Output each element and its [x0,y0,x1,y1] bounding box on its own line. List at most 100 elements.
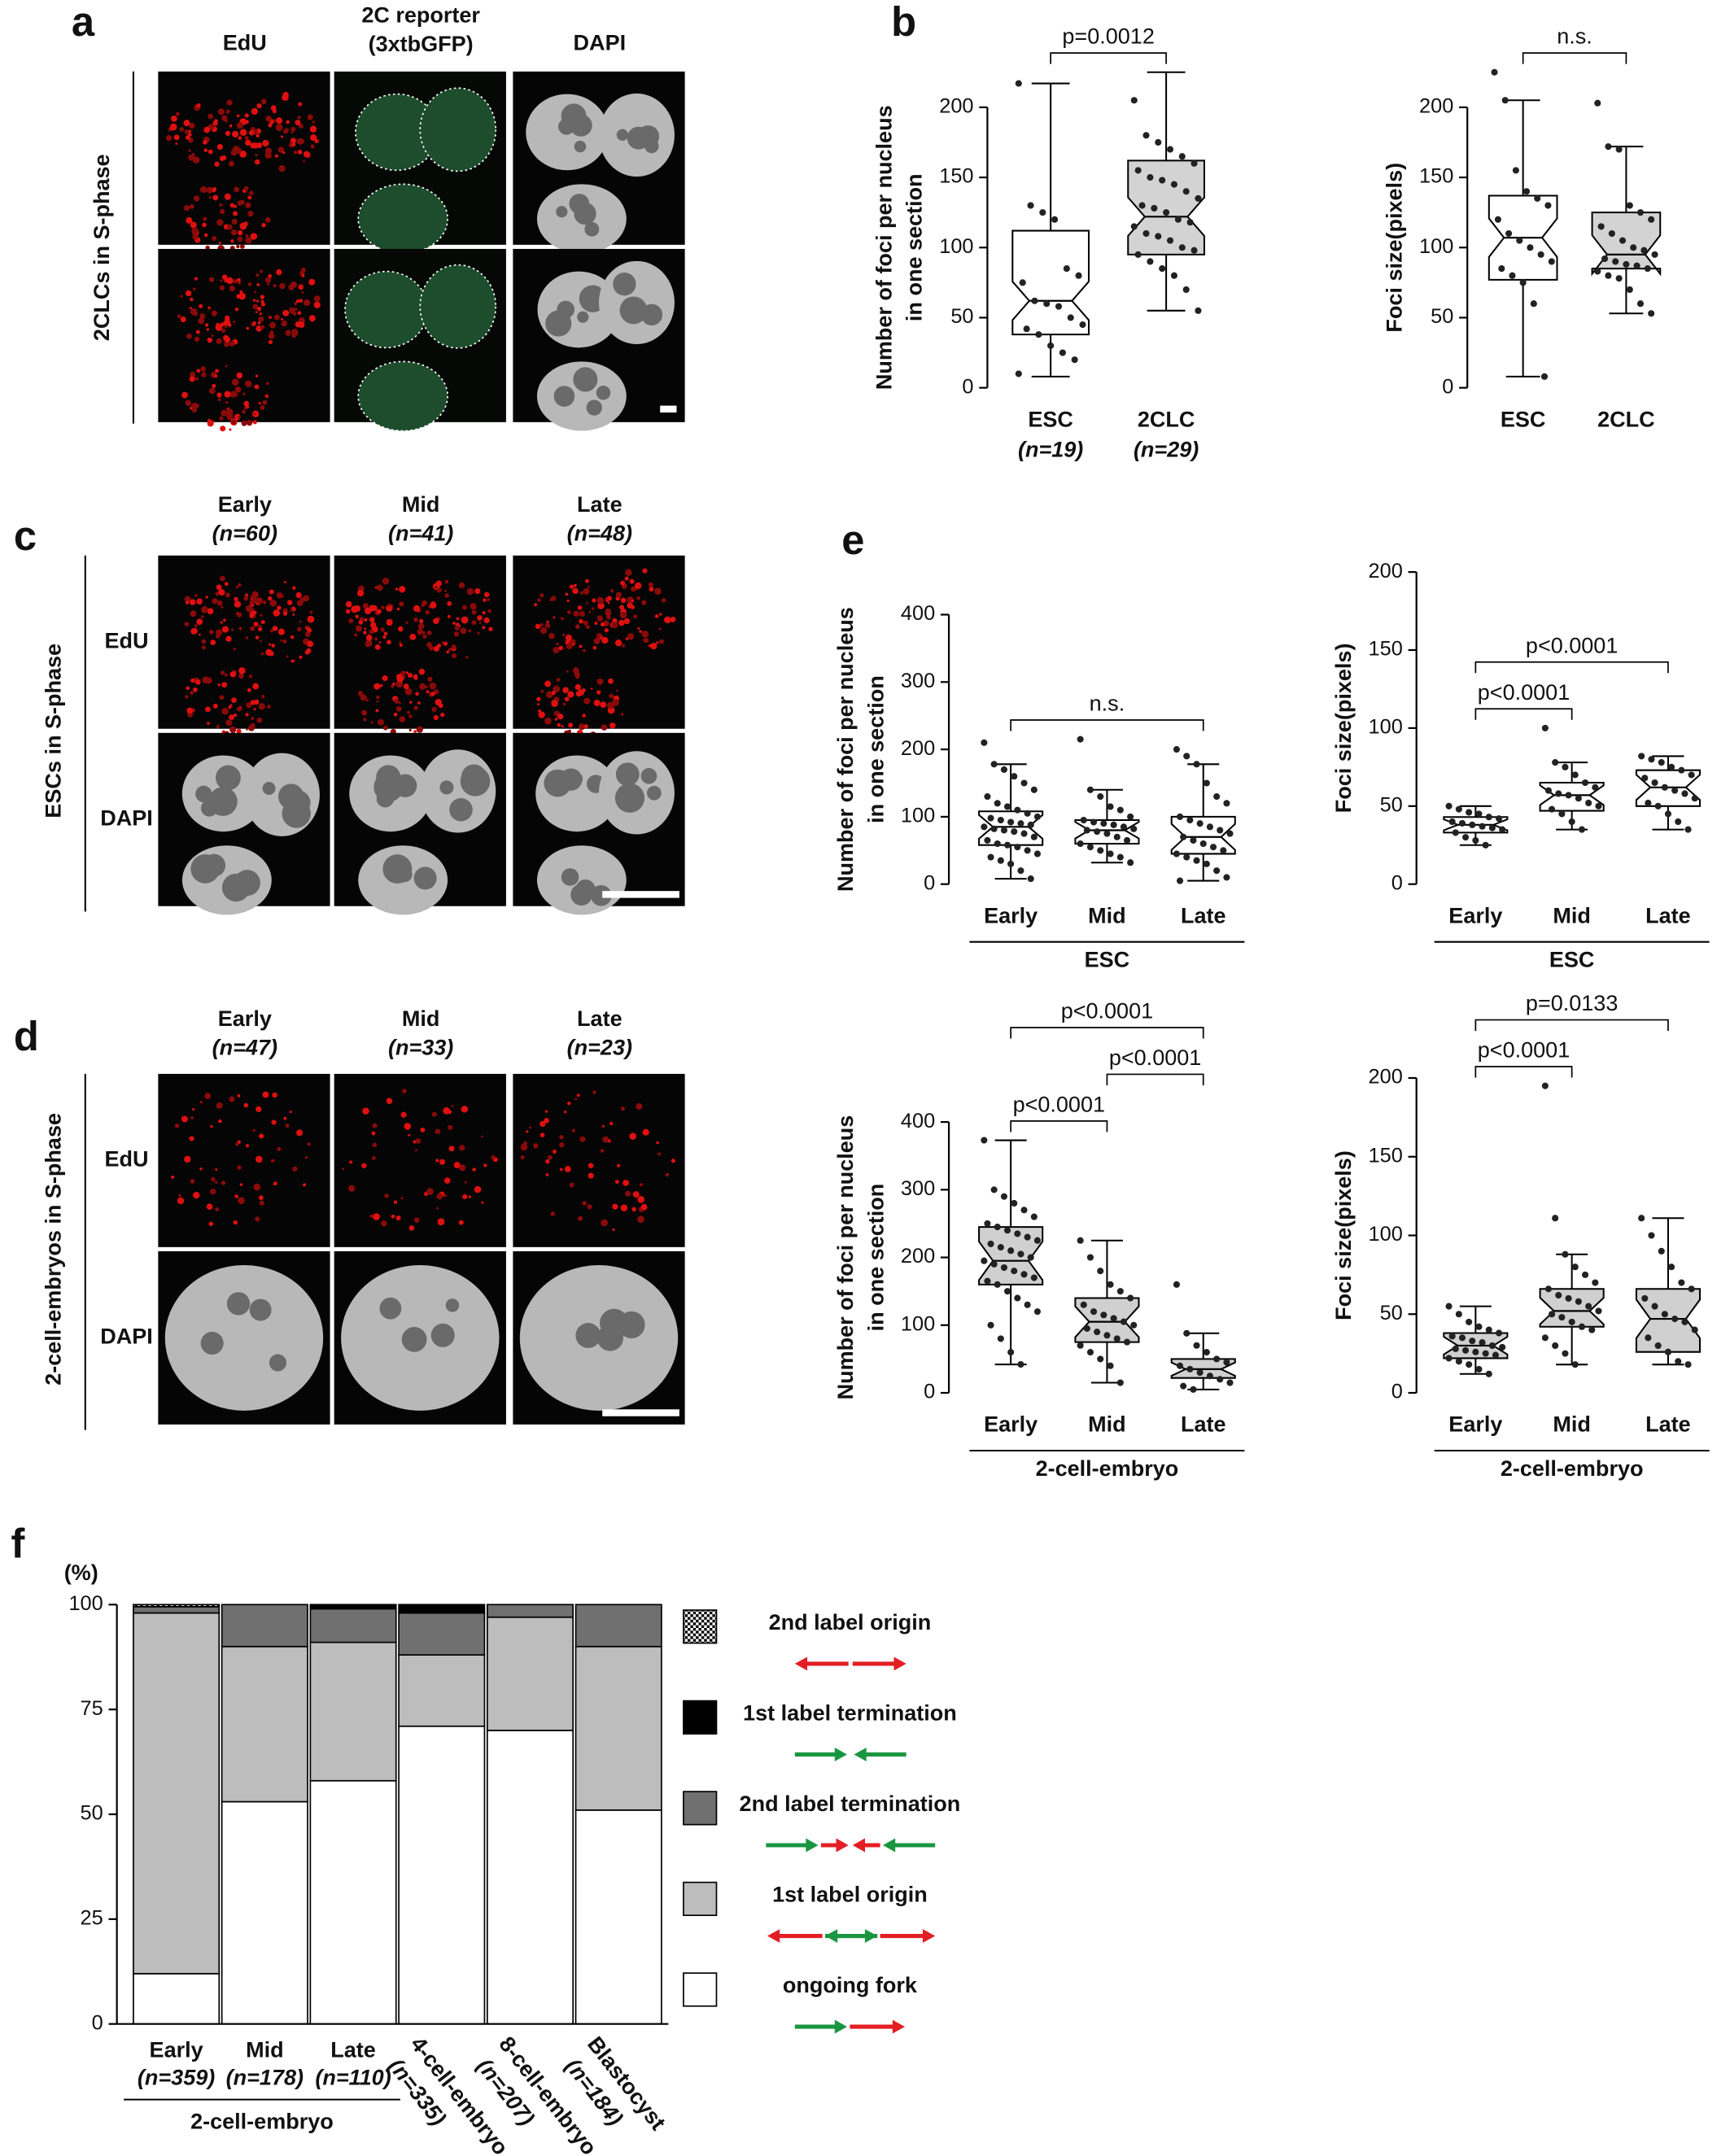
foci [268,333,275,339]
column-count: (n=48) [567,522,632,546]
foci [292,586,296,590]
foci [291,659,295,663]
foci [184,622,190,626]
nucleolus [586,399,602,416]
foci [578,1215,583,1221]
data-point [1498,265,1505,273]
foci [248,190,254,196]
foci [231,231,235,235]
data-point [1555,1291,1562,1299]
data-point [1182,188,1190,195]
data-point [1595,802,1602,810]
foci [394,699,400,705]
foci [399,644,403,648]
foci [256,133,260,138]
foci [408,714,413,718]
data-point [1178,244,1186,251]
foci [245,604,253,613]
foci [260,269,263,273]
y-tick-label: 200 [939,95,973,118]
column-title: Late [577,492,623,517]
row-title: 2-cell-embryos in S-phase [42,1113,66,1386]
foci [574,1098,578,1101]
nucleolus [439,780,454,795]
x-tick-label: Late [1645,1412,1691,1437]
foci [566,643,573,650]
foci [189,376,195,382]
data-point [1505,229,1513,238]
foci [430,602,437,609]
data-point [1630,244,1637,251]
foci [399,601,404,607]
foci [229,714,234,720]
bar-segment [574,1604,662,1648]
foci [245,1144,250,1148]
foci [220,279,223,282]
foci [192,311,199,316]
foci [184,596,191,603]
foci [235,612,240,616]
y-tick-label: 150 [1369,638,1403,661]
foci [309,610,313,614]
data-point [1195,194,1202,202]
foci [224,391,231,398]
nucleolus [644,138,659,154]
foci [203,216,208,221]
data-point [1080,816,1087,824]
foci [471,609,477,615]
foci [443,641,448,646]
foci [210,1188,216,1195]
foci [553,685,561,693]
foci [574,674,580,679]
y-tick-label: 0 [1442,375,1453,398]
nucleolus [560,768,583,791]
foci [216,600,223,606]
foci [310,144,315,149]
foci [219,208,225,215]
row-label: DAPI [100,805,153,830]
micrograph [334,1250,506,1425]
foci [369,1214,374,1218]
foci [201,606,208,613]
foci [200,615,204,619]
foci [262,1091,269,1098]
data-point [1155,138,1162,146]
row-title: ESCs in S-phase [42,644,66,818]
foci [261,695,265,699]
foci [454,625,460,631]
foci [247,211,254,217]
data-point [1452,1345,1459,1352]
data-point [997,857,1004,864]
foci [180,316,186,323]
data-point [1182,286,1190,294]
foci [250,233,258,240]
foci [269,589,274,595]
foci [196,618,203,626]
foci [654,614,659,618]
y-tick-label: 200 [1419,95,1453,118]
micrograph [513,1250,685,1425]
foci [186,686,190,691]
foci [395,587,399,591]
foci [661,598,666,603]
foci [552,1149,557,1154]
foci [258,316,264,322]
data-point [1658,1247,1665,1255]
foci [573,610,579,618]
data-point [1166,237,1174,244]
foci [260,295,265,299]
nucleolus [574,203,596,225]
nucleolus [234,870,260,897]
data-point [1186,816,1194,824]
foci [625,1190,631,1197]
foci [313,295,321,303]
foci [260,299,264,303]
foci [194,624,198,628]
data-point [1130,825,1138,832]
foci [273,314,280,321]
foci [253,708,256,711]
data-point [1681,1318,1688,1325]
fork-arrowhead [806,1838,819,1853]
foci [604,628,609,633]
foci [378,641,382,644]
